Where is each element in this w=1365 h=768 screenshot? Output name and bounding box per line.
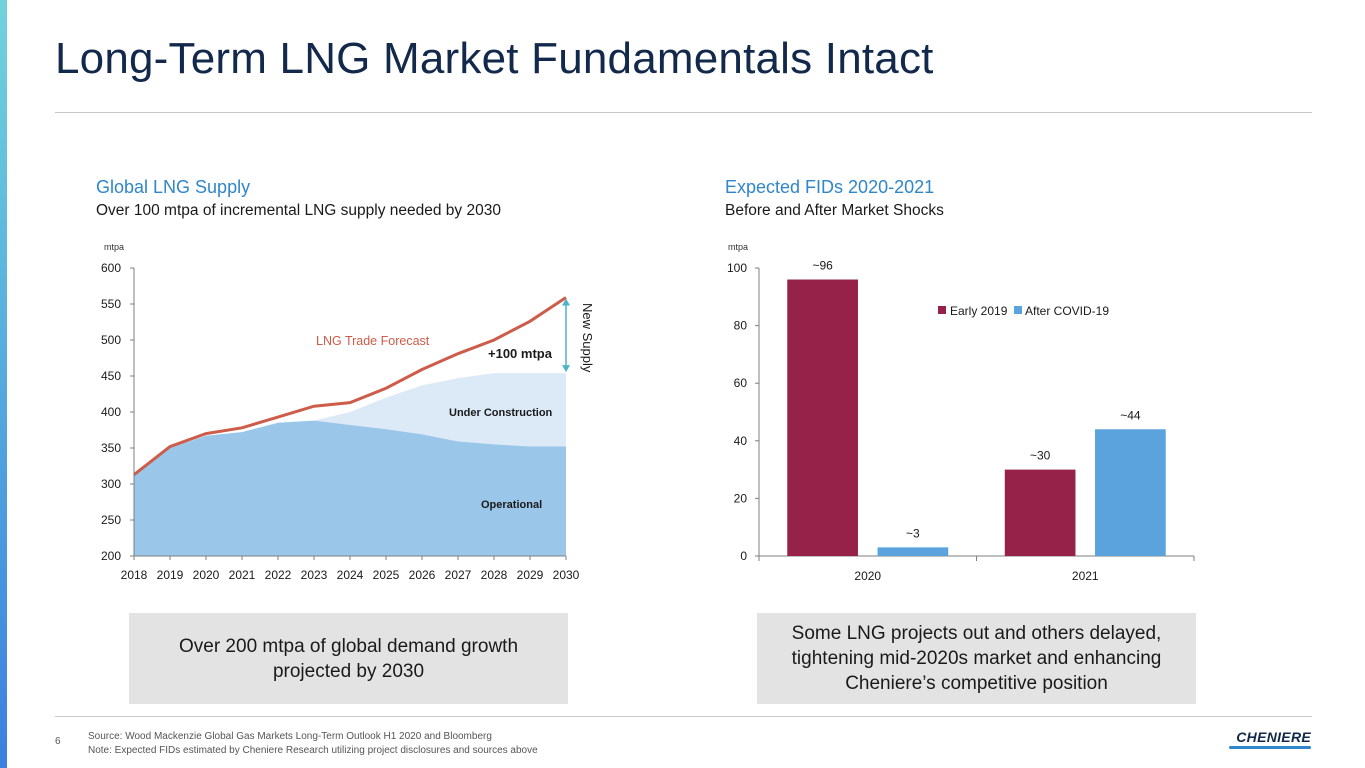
y-axis-unit-label: mtpa (104, 242, 124, 252)
data-label: ~44 (1120, 408, 1141, 422)
x-tick-label: 2029 (517, 568, 544, 582)
bar (1004, 469, 1076, 556)
legend-swatch-after-covid (1014, 306, 1022, 314)
trade-forecast-label: LNG Trade Forecast (316, 334, 430, 348)
legend-label-early-2019: Early 2019 (950, 304, 1008, 318)
y-tick-label: 250 (101, 513, 121, 527)
y-tick-label: 200 (101, 549, 121, 563)
right-panel-title: Expected FIDs 2020-2021 (725, 177, 935, 197)
bar (1095, 429, 1166, 556)
new-supply-label: New Supply (580, 303, 595, 373)
y-tick-label: 40 (734, 434, 748, 448)
bar (877, 547, 949, 556)
under-construction-label: Under Construction (449, 407, 553, 419)
left-panel-title: Global LNG Supply (96, 177, 251, 197)
x-tick-label: 2022 (265, 568, 292, 582)
x-tick-label: 2021 (1072, 569, 1099, 583)
bar (787, 279, 858, 556)
data-label: ~3 (906, 526, 920, 540)
data-label: ~96 (812, 259, 833, 273)
x-tick-label: 2020 (854, 569, 881, 583)
title-divider (55, 112, 1312, 113)
y-tick-label: 550 (101, 297, 121, 311)
y-tick-label: 500 (101, 333, 121, 347)
fid-callout: Some LNG projects out and others delayed… (757, 613, 1196, 704)
arrowhead-down-icon (562, 365, 570, 373)
y-tick-label: 300 (101, 477, 121, 491)
x-tick-label: 2021 (229, 568, 256, 582)
x-tick-label: 2018 (121, 568, 148, 582)
right-panel-subtitle: Before and After Market Shocks (725, 202, 944, 219)
y-tick-label: 20 (734, 491, 748, 505)
x-tick-label: 2030 (553, 568, 580, 582)
logo-swoosh (1229, 746, 1311, 749)
accent-bar (0, 0, 7, 768)
demand-growth-callout: Over 200 mtpa of global demand growth pr… (129, 613, 568, 704)
source-footnote: Source: Wood Mackenzie Global Gas Market… (88, 731, 492, 742)
y-tick-label: 0 (740, 549, 747, 563)
data-label: ~30 (1030, 449, 1051, 463)
y-tick-label: 80 (734, 319, 748, 333)
footer-divider (55, 716, 1312, 717)
y-tick-label: 350 (101, 441, 121, 455)
page-title: Long-Term LNG Market Fundamentals Intact (55, 34, 934, 83)
arrowhead-up-icon (562, 298, 570, 306)
x-tick-label: 2023 (301, 568, 328, 582)
chart-legend: Early 2019 After COVID-19 (938, 304, 1109, 318)
y-tick-label: 450 (101, 369, 121, 383)
plus-100-mtpa-label: +100 mtpa (488, 346, 553, 361)
x-tick-label: 2026 (409, 568, 436, 582)
cheniere-logo: CHENIERE (1236, 729, 1311, 745)
operational-area (134, 420, 566, 556)
y-tick-label: 60 (734, 376, 748, 390)
x-tick-label: 2028 (481, 568, 508, 582)
y-tick-label: 400 (101, 405, 121, 419)
legend-swatch-early-2019 (938, 306, 946, 314)
x-tick-label: 2020 (193, 568, 220, 582)
x-tick-label: 2025 (373, 568, 400, 582)
x-tick-label: 2019 (157, 568, 184, 582)
operational-label: Operational (481, 499, 542, 511)
page-number: 6 (55, 736, 61, 747)
y-tick-label: 600 (101, 261, 121, 275)
x-tick-label: 2027 (445, 568, 472, 582)
x-tick-label: 2024 (337, 568, 364, 582)
legend-label-after-covid: After COVID-19 (1025, 304, 1109, 318)
note-footnote: Note: Expected FIDs estimated by Chenier… (88, 745, 538, 756)
trade-forecast-line (133, 296, 567, 476)
y-tick-label: 100 (727, 261, 747, 275)
left-panel-subtitle: Over 100 mtpa of incremental LNG supply … (96, 202, 501, 219)
y-axis-unit-label: mtpa (728, 242, 748, 252)
